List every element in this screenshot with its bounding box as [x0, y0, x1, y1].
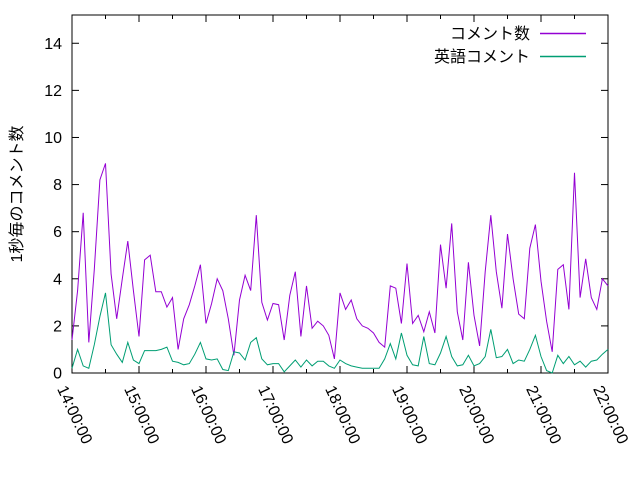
- x-tick-label: 18:00:00: [321, 383, 363, 447]
- plot-generated-content: 0 2 4 6 8 10 12 14 14:00:00 15:00:00 16:00:00 17:00…: [44, 15, 631, 447]
- x-tick-label: 21:00:00: [522, 383, 564, 447]
- legend: コメント数 英語コメント: [434, 25, 586, 66]
- x-tick-label: 14:00:00: [53, 383, 95, 447]
- plot-border: [71, 14, 609, 374]
- y-tick-label: 2: [53, 318, 62, 335]
- y-tick-label: 10: [44, 130, 62, 147]
- x-tick-label: 19:00:00: [388, 383, 430, 447]
- x-tick-label: 17:00:00: [254, 383, 296, 447]
- y-tick-label: 8: [53, 177, 62, 194]
- series-line-comment-count: [71, 163, 609, 360]
- y-tick-label: 0: [53, 366, 62, 383]
- series-line-english-comments: [71, 292, 609, 374]
- y-tick-label: 4: [53, 271, 62, 288]
- x-tick-label: 20:00:00: [455, 383, 497, 447]
- x-tick-label: 15:00:00: [120, 383, 162, 447]
- y-tick-label: 12: [44, 83, 62, 100]
- x-tick-label: 16:00:00: [187, 383, 229, 447]
- y-axis-title: 1秒毎のコメント数: [8, 126, 26, 263]
- legend-label-english-comments: 英語コメント: [434, 48, 530, 66]
- y-tick-label: 14: [44, 36, 62, 53]
- legend-label-comment-count: コメント数: [450, 25, 530, 43]
- y-tick-label: 6: [53, 224, 62, 241]
- x-tick-label: 22:00:00: [589, 383, 631, 447]
